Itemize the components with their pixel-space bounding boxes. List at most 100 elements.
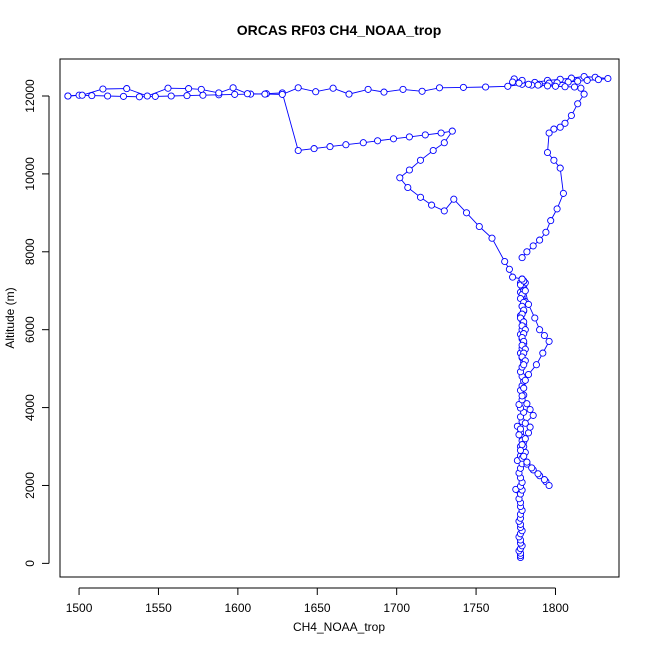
- data-point: [326, 143, 334, 151]
- data-point: [450, 195, 458, 203]
- data-point: [556, 164, 564, 172]
- data-point: [509, 78, 517, 86]
- data-point: [119, 92, 128, 100]
- data-point: [529, 242, 537, 250]
- data-point: [521, 435, 529, 443]
- data-point: [539, 349, 547, 357]
- data-point: [528, 464, 536, 472]
- data-point: [524, 300, 533, 308]
- data-point: [396, 174, 404, 182]
- y-axis-label: Altitude (m): [3, 287, 17, 348]
- data-point: [404, 183, 412, 192]
- data-point: [504, 82, 512, 90]
- data-point: [505, 265, 513, 273]
- data-point: [532, 361, 540, 369]
- x-tick-label: 1550: [145, 601, 172, 615]
- data-point: [278, 90, 286, 98]
- data-point: [183, 92, 191, 100]
- data-point: [418, 87, 426, 95]
- data-point: [583, 76, 591, 84]
- data-point: [567, 111, 575, 120]
- data-point: [545, 129, 553, 137]
- data-point: [594, 76, 602, 84]
- data-point: [488, 234, 496, 242]
- data-point: [570, 83, 579, 91]
- data-point: [545, 337, 553, 345]
- data-point: [509, 273, 517, 281]
- x-tick-label: 1750: [463, 601, 490, 615]
- data-point: [345, 90, 353, 98]
- y-tick-label: 10000: [23, 157, 37, 191]
- data-point: [540, 331, 548, 340]
- data-point: [574, 77, 582, 85]
- data-point: [501, 257, 509, 266]
- data-point: [550, 156, 558, 164]
- data-point: [416, 156, 425, 164]
- data-point: [459, 83, 467, 91]
- data-point: [516, 446, 525, 454]
- y-tick-label: 0: [23, 560, 37, 567]
- data-point: [518, 392, 526, 400]
- data-point: [405, 133, 413, 141]
- data-point: [577, 84, 585, 92]
- data-point: [551, 82, 560, 90]
- data-point: [151, 92, 159, 100]
- data-point: [540, 476, 548, 484]
- data-point: [440, 139, 448, 147]
- plot-frame: [59, 58, 620, 578]
- data-point: [515, 79, 523, 87]
- x-tick-label: 1500: [66, 601, 93, 615]
- x-tick-label: 1700: [383, 601, 410, 615]
- data-point: [520, 452, 528, 460]
- data-point: [135, 93, 143, 101]
- data-point: [428, 201, 436, 209]
- data-point: [167, 92, 175, 100]
- data-point: [518, 275, 526, 283]
- data-point: [123, 85, 131, 93]
- data-point: [437, 129, 445, 137]
- data-point: [64, 92, 72, 100]
- data-point: [482, 83, 490, 91]
- data-point: [604, 74, 612, 83]
- data-point: [521, 376, 529, 384]
- data-point: [518, 254, 526, 262]
- data-point: [440, 207, 448, 215]
- data-point: [229, 84, 237, 92]
- series-points: [64, 72, 612, 562]
- data-point: [389, 135, 398, 143]
- data-point: [88, 92, 96, 100]
- data-point: [536, 326, 544, 334]
- data-point: [534, 81, 542, 89]
- y-tick-label: 12000: [23, 79, 37, 113]
- data-point: [435, 84, 444, 92]
- data-point: [526, 405, 534, 414]
- data-point: [312, 88, 320, 96]
- chart-title: ORCAS RF03 CH4_NOAA_trop: [237, 22, 442, 38]
- data-point: [534, 470, 542, 478]
- data-point: [561, 83, 569, 91]
- series-line: [67, 76, 608, 258]
- data-point: [215, 89, 223, 97]
- data-point: [518, 441, 526, 449]
- data-point: [550, 125, 558, 133]
- data-point: [359, 139, 367, 147]
- data-point: [547, 217, 555, 225]
- data-point: [231, 90, 239, 98]
- data-point: [475, 222, 483, 231]
- data-point: [524, 80, 533, 88]
- data-point: [536, 236, 544, 244]
- data-point: [556, 123, 564, 131]
- data-point: [99, 85, 107, 93]
- data-point: [416, 193, 425, 201]
- data-point: [564, 78, 572, 86]
- data-point: [197, 85, 205, 93]
- data-point: [526, 423, 534, 431]
- y-tick-label: 2000: [23, 472, 37, 499]
- data-point: [523, 400, 531, 408]
- data-point: [580, 90, 588, 98]
- series-line: [67, 92, 523, 280]
- data-point: [261, 90, 269, 98]
- data-point: [523, 248, 531, 256]
- y-tick-label: 4000: [23, 394, 37, 421]
- data-point: [531, 314, 539, 322]
